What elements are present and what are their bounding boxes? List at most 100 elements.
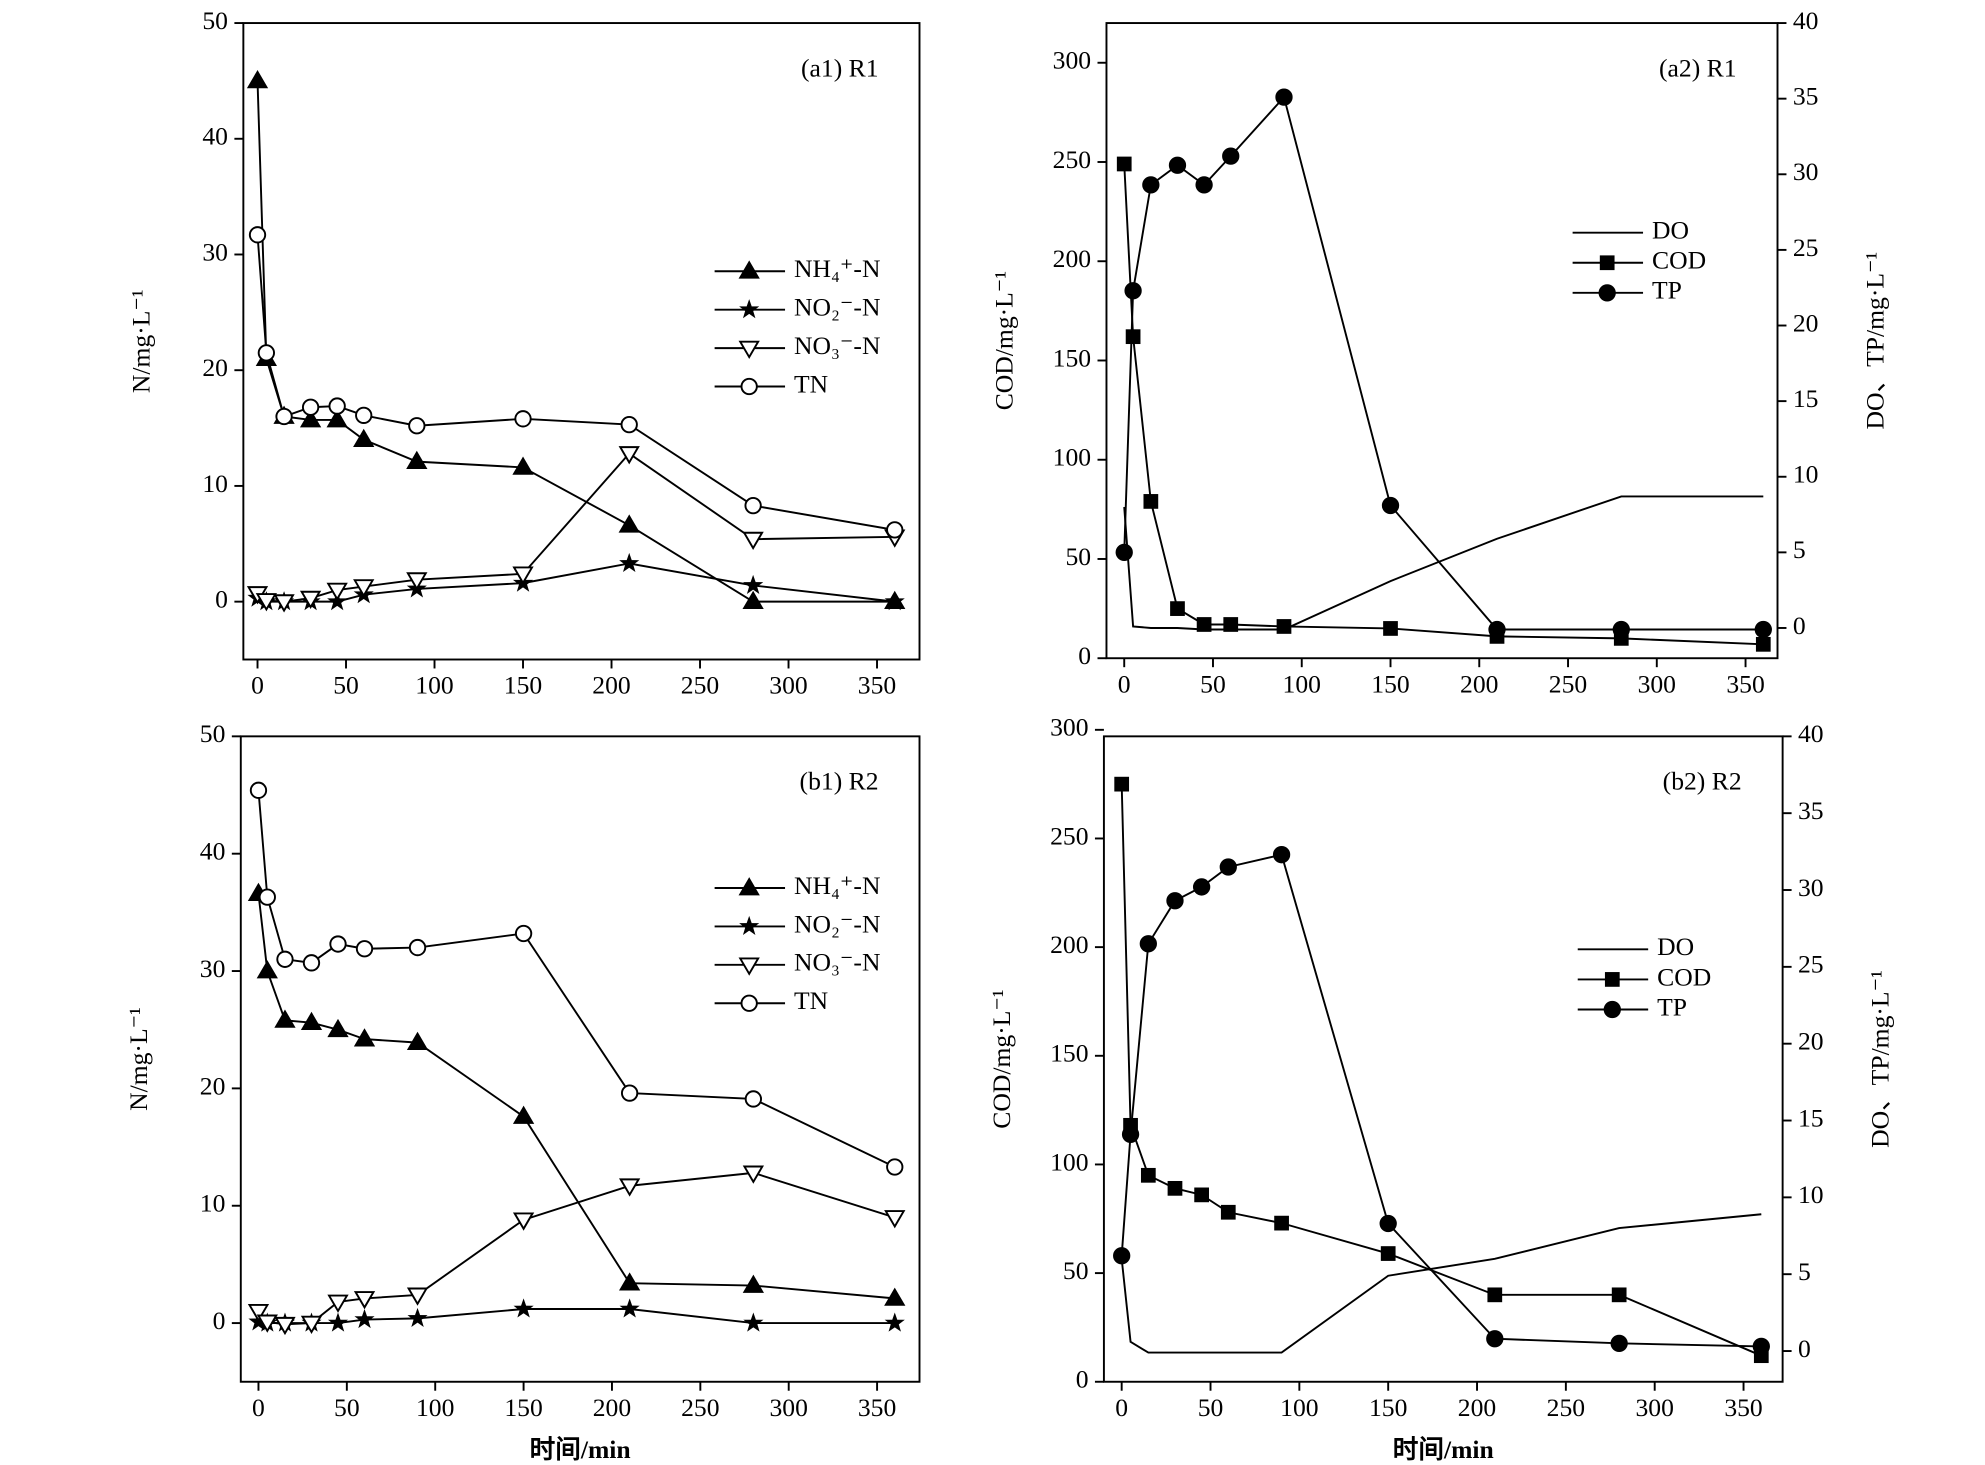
marker (246, 70, 269, 89)
x-tick-label: 200 (1460, 669, 1498, 698)
y-tick-label: 10 (200, 1189, 226, 1218)
series-line (1120, 784, 1762, 1357)
chart: 0 50 100 150 200 250 300 350 0 10 20 30 40 50 N/mg·L⁻¹… (126, 6, 921, 700)
marker (353, 428, 375, 448)
marker (884, 1210, 906, 1229)
legend-marker (738, 260, 760, 279)
marker (1223, 617, 1239, 632)
legend-label: DO (1657, 932, 1694, 961)
marker (406, 572, 428, 591)
chart: 0 50 100 150 200 250 300 350 0 50 100 150 200 250 300 0… (987, 713, 1894, 1464)
x-tick-label: 0 (252, 1393, 265, 1422)
y-tick-label: 20 (202, 353, 228, 382)
marker (1380, 1246, 1396, 1261)
marker (1487, 1287, 1503, 1303)
y-tick-label: 40 (202, 122, 228, 151)
marker (408, 417, 426, 435)
x-tick-label: 100 (416, 1393, 454, 1422)
legend-marker (740, 377, 758, 396)
chart: 0 50 100 150 200 250 300 350 0 50 100 150 200 250 300 0… (989, 6, 1889, 698)
marker (300, 1315, 323, 1334)
legend-marker (740, 994, 758, 1012)
x-tick-label: 250 (681, 1393, 719, 1422)
marker (1611, 1287, 1627, 1303)
marker (619, 1178, 641, 1197)
marker (1167, 1180, 1183, 1196)
legend-label: NH₄⁺-N (794, 871, 880, 900)
legend-marker (738, 340, 760, 359)
marker (1194, 1187, 1209, 1203)
x-tick-label: 150 (1371, 669, 1409, 698)
marker (407, 1307, 428, 1327)
legend-label: TP (1657, 992, 1687, 1021)
y2-tick-label: 10 (1798, 1180, 1824, 1209)
marker (619, 1298, 640, 1318)
marker (355, 406, 373, 424)
marker (355, 940, 374, 958)
y2-tick-label: 5 (1793, 535, 1806, 564)
marker (354, 1308, 375, 1329)
marker (1755, 636, 1771, 652)
marker (1192, 878, 1211, 896)
marker (299, 590, 322, 610)
legend-marker (739, 915, 760, 935)
marker (1113, 1247, 1131, 1265)
marker (618, 446, 640, 465)
series-line (256, 452, 895, 603)
x-tick-label: 300 (769, 671, 807, 700)
y2-tick-label: 25 (1793, 233, 1819, 262)
marker (744, 1090, 763, 1108)
y-axis-label: COD/mg·L⁻¹ (987, 989, 1016, 1128)
y2-tick-label: 15 (1798, 1103, 1824, 1132)
y2-tick-label: 0 (1793, 611, 1806, 640)
marker (406, 1287, 429, 1306)
x-tick-label: 300 (1635, 1393, 1673, 1422)
marker (257, 344, 276, 362)
legend-label: TN (794, 986, 828, 1015)
marker (742, 1274, 764, 1293)
marker (353, 1291, 376, 1310)
marker (743, 1312, 764, 1332)
x-tick-label: 350 (1726, 669, 1764, 698)
legend-marker (1603, 1000, 1621, 1019)
y-tick-label: 20 (200, 1071, 226, 1100)
y2-tick-label: 40 (1793, 6, 1819, 35)
x-tick-label: 250 (681, 671, 719, 700)
x-tick-label: 0 (1115, 1393, 1128, 1422)
y2-axis-label: DO、TP/mg·L⁻¹ (1865, 970, 1894, 1148)
marker (1219, 858, 1237, 876)
marker (326, 582, 348, 601)
y2-tick-label: 5 (1798, 1257, 1811, 1286)
legend-label: DO (1652, 216, 1689, 245)
x-tick-label: 300 (1638, 669, 1676, 698)
y-tick-label: 0 (1078, 641, 1091, 670)
series-line (258, 1308, 895, 1325)
y-axis-label: N/mg·L⁻¹ (126, 289, 155, 393)
y2-tick-label: 0 (1798, 1334, 1811, 1363)
legend-label: NO₂⁻-N (794, 909, 880, 938)
x-tick-label: 0 (251, 671, 264, 700)
y2-tick-label: 25 (1798, 950, 1824, 979)
x-axis-label: 时间/min (1393, 1435, 1494, 1464)
y-tick-label: 250 (1053, 145, 1091, 174)
marker (512, 1212, 535, 1231)
x-tick-label: 350 (858, 1393, 896, 1422)
x-tick-label: 100 (415, 671, 453, 700)
panel-label: (b2) R2 (1663, 767, 1742, 796)
marker (406, 1031, 429, 1050)
marker (299, 409, 322, 428)
y2-axis-label: DO、TP/mg·L⁻¹ (1860, 252, 1889, 430)
marker (328, 397, 346, 415)
x-tick-label: 0 (1118, 669, 1131, 698)
marker (884, 1287, 906, 1306)
marker (1274, 1215, 1289, 1231)
panel-label: (a1) R1 (801, 53, 879, 82)
legend-label: COD (1652, 246, 1706, 275)
marker (1486, 1330, 1504, 1348)
marker (353, 579, 375, 598)
marker (1610, 1334, 1628, 1352)
y-tick-label: 0 (213, 1306, 226, 1335)
marker (1754, 620, 1772, 639)
x-tick-label: 200 (1458, 1393, 1496, 1422)
y-tick-label: 300 (1050, 713, 1088, 742)
